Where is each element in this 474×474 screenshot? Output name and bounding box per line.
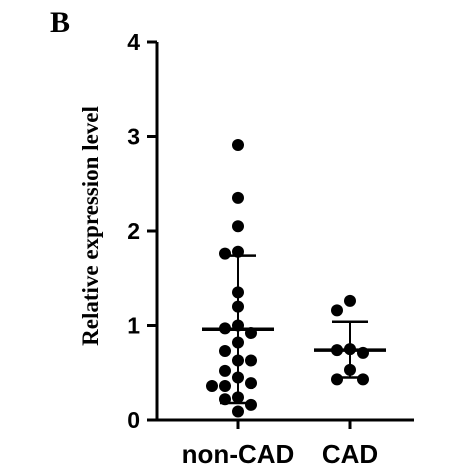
y-tick-label: 1 bbox=[127, 313, 140, 339]
y-tick-label: 3 bbox=[127, 124, 140, 150]
data-point bbox=[219, 345, 231, 358]
data-point bbox=[232, 139, 244, 152]
data-point bbox=[245, 398, 257, 411]
data-point bbox=[245, 354, 257, 367]
data-point bbox=[219, 379, 231, 392]
data-point bbox=[232, 191, 244, 204]
data-point bbox=[232, 220, 244, 233]
data-point bbox=[245, 377, 257, 390]
data-point bbox=[206, 379, 218, 392]
y-axis-label: Relative expression level bbox=[78, 106, 103, 346]
y-tick-label: 2 bbox=[127, 218, 140, 244]
data-point bbox=[219, 364, 231, 377]
data-point bbox=[331, 373, 343, 386]
y-ticks: 0 1 2 3 4 bbox=[127, 29, 157, 433]
data-point bbox=[219, 247, 231, 260]
data-point bbox=[344, 294, 356, 307]
category-labels: non-CAD CAD bbox=[182, 420, 378, 469]
axes bbox=[155, 42, 414, 422]
data-point bbox=[232, 405, 244, 418]
data-point bbox=[331, 304, 343, 317]
data-point bbox=[357, 373, 369, 386]
data-points bbox=[206, 139, 369, 418]
mean-sd-bars bbox=[202, 254, 386, 405]
panel-label: B bbox=[50, 6, 70, 39]
x-category-label: non-CAD bbox=[182, 439, 295, 469]
y-tick-label: 4 bbox=[127, 29, 140, 55]
x-category-label: CAD bbox=[322, 439, 378, 469]
y-tick-label: 0 bbox=[127, 407, 140, 433]
